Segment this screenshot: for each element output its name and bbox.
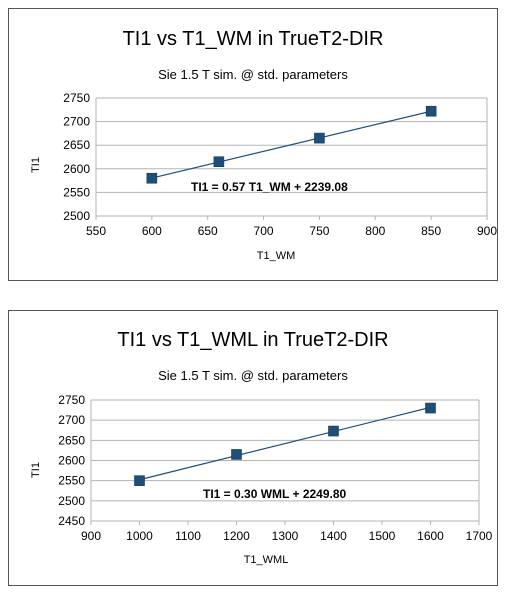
trendline-equation: TI1 = 0.57 T1_WM + 2239.08: [191, 180, 348, 194]
data-point: [231, 449, 242, 460]
x-tick-label: 1100: [175, 529, 201, 543]
x-tick-label: 1300: [272, 529, 299, 543]
x-tick-label: 650: [198, 224, 218, 238]
chart-subtitle: Sie 1.5 T sim. @ std. parameters: [158, 368, 348, 383]
data-point: [213, 156, 225, 168]
x-tick-label: 1600: [417, 529, 444, 543]
x-tick-label: 600: [142, 224, 162, 238]
y-tick-label: 2650: [58, 433, 85, 447]
chart-title: TI1 vs T1_WM in TrueT2-DIR: [123, 28, 384, 50]
x-tick-label: 800: [365, 224, 385, 238]
y-tick-label: 2750: [58, 393, 85, 407]
data-point: [146, 172, 158, 184]
x-tick-label: 1400: [320, 529, 347, 543]
data-point: [134, 475, 145, 486]
x-tick-label: 700: [254, 224, 274, 238]
x-tick-label: 1200: [223, 529, 250, 543]
y-tick-label: 2600: [63, 162, 90, 176]
x-tick-label: 1000: [126, 529, 153, 543]
y-tick-label: 2700: [63, 115, 90, 129]
chart-panel-1: 2500 2550 2600 2650 2700 2750 550 600 650 700 750 8…: [8, 8, 498, 281]
y-axis-label: TI1: [30, 462, 42, 478]
y-tick-label: 2500: [63, 209, 90, 223]
trendline: [139, 406, 431, 481]
y-tick-label: 2500: [58, 494, 85, 508]
x-axis-label: T1_WML: [244, 554, 289, 566]
y-tick-label: 2700: [58, 413, 85, 427]
y-tick-label: 2600: [58, 454, 85, 468]
trendline: [151, 110, 432, 179]
x-tick-label: 1700: [466, 529, 493, 543]
plot-area: 2500 2550 2600 2650 2700 2750 550 600 650 700 750 8…: [63, 91, 497, 238]
y-axis-label: TI1: [30, 157, 42, 173]
y-tick-label: 2750: [63, 91, 90, 105]
x-tick-label: 850: [421, 224, 441, 238]
data-point: [328, 425, 339, 437]
trendline-equation: TI1 = 0.30 WML + 2249.80: [203, 487, 347, 501]
x-tick-label: 550: [86, 224, 106, 238]
chart-title: TI1 vs T1_WML in TrueT2-DIR: [117, 329, 388, 351]
data-point: [425, 105, 437, 117]
chart-svg-2: 2450 2500 2550 2600 2650 2700 2750 900 1000 1100 1…: [30, 329, 493, 566]
x-tick-label: 900: [81, 529, 101, 543]
y-tick-label: 2550: [63, 185, 90, 199]
chart-subtitle: Sie 1.5 T sim. @ std. parameters: [158, 67, 348, 82]
data-point: [425, 402, 436, 414]
data-point: [314, 132, 325, 144]
x-tick-label: 900: [477, 224, 497, 238]
y-tick-label: 2450: [58, 514, 85, 528]
chart-svg-1: 2500 2550 2600 2650 2700 2750 550 600 650 700 750 8…: [30, 28, 497, 262]
x-tick-label: 750: [309, 224, 329, 238]
chart-panel-2: 2450 2500 2550 2600 2650 2700 2750 900 1000 1100 1…: [8, 310, 498, 586]
y-tick-label: 2550: [58, 474, 85, 488]
y-tick-label: 2650: [63, 138, 90, 152]
plot-area: 2450 2500 2550 2600 2650 2700 2750 900 1000 1100 1…: [58, 393, 492, 543]
x-tick-label: 1500: [369, 529, 396, 543]
x-axis-label: T1_WM: [257, 250, 296, 262]
